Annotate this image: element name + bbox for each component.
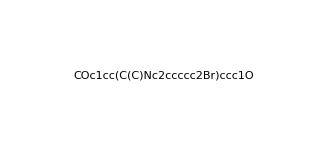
Text: COc1cc(C(C)Nc2ccccc2Br)ccc1O: COc1cc(C(C)Nc2ccccc2Br)ccc1O bbox=[74, 71, 255, 81]
